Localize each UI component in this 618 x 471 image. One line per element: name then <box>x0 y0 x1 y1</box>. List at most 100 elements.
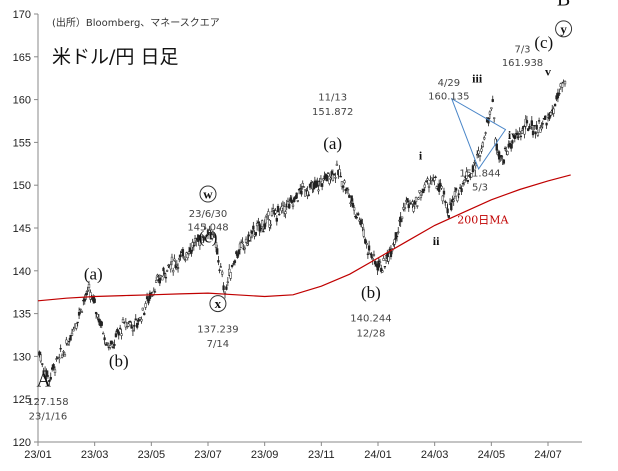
candle-body <box>62 351 65 353</box>
candle-body <box>556 92 560 99</box>
candle-body <box>144 303 147 308</box>
candle-body <box>426 178 429 181</box>
candle-body <box>327 172 330 174</box>
candle-body <box>66 344 69 346</box>
candle-body <box>49 377 52 380</box>
candle-body <box>466 179 470 182</box>
y-tick-label: 140 <box>13 266 31 278</box>
candle-body <box>272 208 275 211</box>
y-tick-label: 125 <box>13 394 31 406</box>
data-annotation: 161.938 <box>502 58 543 69</box>
candle-body <box>121 319 125 323</box>
wave-label: i <box>419 149 423 163</box>
candle-body <box>116 329 119 333</box>
candle-body <box>145 296 149 300</box>
candle-body <box>274 210 277 214</box>
candle-body <box>270 211 274 216</box>
candle-body <box>243 247 246 250</box>
candle-body <box>263 223 266 230</box>
data-annotation: 4/29 <box>438 78 460 89</box>
candle-body <box>59 348 62 350</box>
candle-body <box>495 143 498 151</box>
candle-body <box>156 274 159 277</box>
candle-body <box>540 127 543 130</box>
candle-body <box>471 165 475 173</box>
candle-body <box>411 201 414 205</box>
data-annotation: 7/3 <box>514 45 530 56</box>
candle-body <box>182 256 186 260</box>
candle-body <box>63 354 67 357</box>
candle-body <box>442 190 446 195</box>
candle-body <box>493 117 496 119</box>
y-tick-label: 155 <box>13 137 31 149</box>
wave-label: (b) <box>109 352 129 371</box>
wave-label: (c) <box>199 228 218 247</box>
candle-body <box>176 267 180 269</box>
candle-body <box>419 195 423 198</box>
candle-body <box>463 180 466 183</box>
candle-body <box>127 323 130 327</box>
candle-body <box>147 298 150 304</box>
candle-body <box>276 205 280 213</box>
wave-label: (c) <box>534 33 553 52</box>
candle-body <box>339 176 342 178</box>
candle-body <box>461 182 465 185</box>
candle-body <box>378 261 382 263</box>
wave-label: iii <box>472 71 483 85</box>
candle-body <box>246 243 249 246</box>
candle-body <box>138 317 142 320</box>
candle-body <box>155 280 158 283</box>
candle-body <box>329 177 332 180</box>
candle-body <box>70 332 74 336</box>
candle-body <box>490 107 493 110</box>
chart-title: 米ドル/円 日足 <box>52 46 178 68</box>
candle-body <box>208 230 211 233</box>
candle-body <box>169 264 172 270</box>
wave-label: (b) <box>361 283 381 302</box>
candle-body <box>120 333 123 336</box>
candle-body <box>187 251 191 254</box>
candle-body <box>408 203 412 205</box>
candle-body <box>202 236 205 241</box>
candle-body <box>252 225 255 230</box>
candle-body <box>76 321 79 324</box>
candle-body <box>65 339 68 344</box>
candle-body <box>507 143 510 148</box>
candle-body <box>143 312 146 316</box>
data-annotation: 151.872 <box>312 107 353 118</box>
candle-body <box>297 189 301 191</box>
candle-body <box>148 292 152 300</box>
candle-body <box>523 126 526 135</box>
wave-label-circled: w <box>203 187 213 202</box>
candle-body <box>45 370 48 377</box>
candle-body <box>96 314 99 318</box>
candle-body <box>86 290 89 292</box>
candle-body <box>259 227 263 230</box>
candle-body <box>536 132 540 136</box>
x-tick-label: 23/01 <box>24 449 52 461</box>
candle-body <box>346 189 350 191</box>
candle-body <box>319 178 323 183</box>
candle-body <box>425 180 428 182</box>
candle-body <box>399 216 402 223</box>
candle-body <box>268 220 271 228</box>
source-note: (出所）Bloomberg、マネースクエア <box>52 16 220 29</box>
candle-body <box>364 238 367 244</box>
candle-body <box>362 229 365 237</box>
candle-body <box>110 340 113 345</box>
candle-body <box>136 322 139 328</box>
wave-label: B <box>557 0 570 10</box>
wave-label: ii <box>433 234 440 248</box>
candle-body <box>93 298 96 303</box>
candle-body <box>153 291 157 293</box>
candle-body <box>508 142 512 145</box>
candle-body <box>441 195 444 202</box>
candle-body <box>104 343 108 346</box>
candle-body <box>134 318 137 321</box>
candle-body <box>465 171 468 179</box>
candle-body <box>395 235 399 238</box>
candle-body <box>403 207 407 210</box>
candle-body <box>361 223 364 228</box>
candle-body <box>85 293 88 296</box>
